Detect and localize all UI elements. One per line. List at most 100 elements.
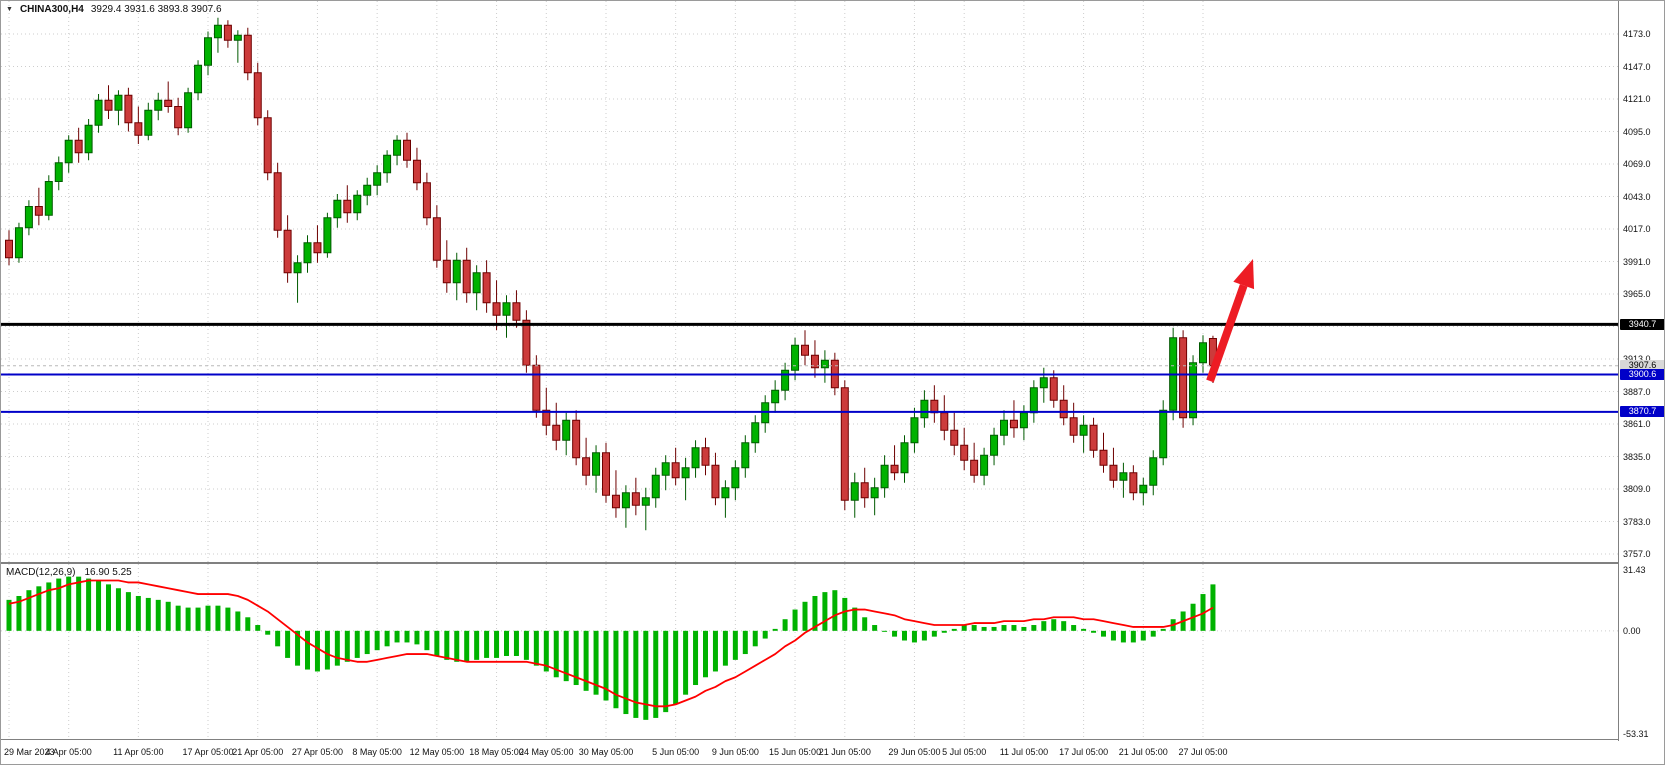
candle	[741, 435, 750, 478]
symbol-timeframe-label: CHINA300,H4	[19, 4, 84, 15]
candle	[1000, 410, 1008, 446]
candle	[243, 27, 252, 81]
candle	[492, 280, 501, 331]
candle	[751, 415, 760, 453]
macd-signal-line	[8, 579, 1214, 708]
candle	[880, 455, 889, 498]
price-tick-label: 3783.0	[1623, 516, 1651, 527]
price-tick-label: 3809.0	[1623, 484, 1651, 494]
candle	[1109, 447, 1118, 488]
candle	[960, 427, 969, 471]
candle	[592, 445, 601, 493]
macd-header: MACD(12,26,9) 16.90 5.25	[6, 567, 132, 578]
time-tick-label: 12 May 05:00	[409, 747, 465, 757]
candle	[323, 212, 332, 258]
candle	[283, 215, 292, 283]
time-tick-label: 8 May 05:00	[352, 747, 402, 757]
candle	[1079, 415, 1088, 453]
time-tick-label: 9 Jun 05:00	[711, 747, 759, 757]
candle	[94, 94, 103, 133]
price-tick-label: 3913.0	[1623, 354, 1651, 364]
price-grid	[1, 1, 1618, 562]
candle	[293, 255, 302, 303]
time-tick-label: 27 Jul 05:00	[1178, 747, 1228, 757]
price-chart-canvas[interactable]	[1, 1, 1618, 562]
macd-histogram	[6, 576, 1216, 720]
candle	[14, 222, 23, 263]
time-axis[interactable]: 29 Mar 2023 4 Apr 05:00 11 Apr 05:00 17 Apr…	[1, 741, 1664, 764]
price-tick-label: 4043.0	[1623, 191, 1651, 202]
candle	[980, 447, 989, 486]
candle	[204, 31, 212, 76]
candle	[44, 175, 53, 221]
symbol-dropdown-icon[interactable]: ▼	[6, 6, 13, 13]
candle	[273, 162, 282, 238]
time-tick-label: 15 Jun 05:00	[769, 747, 822, 757]
candlestick-series	[5, 17, 1217, 531]
candle	[164, 81, 173, 113]
candle	[781, 362, 790, 401]
macd-pane[interactable]: MACD(12,26,9) 16.90 5.25	[1, 564, 1618, 740]
candle	[24, 200, 33, 236]
candle	[54, 156, 63, 191]
candle	[621, 485, 630, 528]
trend-arrow[interactable]	[1206, 259, 1255, 383]
candle	[213, 17, 222, 53]
candle	[422, 172, 431, 226]
candle	[1029, 380, 1038, 423]
candle	[791, 337, 800, 381]
candle	[313, 225, 322, 263]
candle	[482, 260, 491, 313]
candle	[602, 442, 610, 503]
candle	[1039, 367, 1048, 403]
candle	[303, 235, 312, 273]
candle	[920, 390, 929, 428]
candle	[184, 87, 193, 133]
candle	[552, 402, 561, 451]
candle	[383, 150, 392, 183]
candle	[970, 442, 979, 483]
candle	[1059, 385, 1068, 426]
time-tick-label: 29 Jun 05:00	[888, 747, 941, 757]
price-badge-resistance: 3940.7	[1620, 318, 1664, 330]
time-tick-label: 29 Mar 2023	[4, 747, 55, 757]
bid-price-badge: 3907.6	[1620, 360, 1664, 372]
candle	[104, 85, 113, 119]
candle	[681, 457, 690, 501]
time-tick-label: 5 Jul 05:00	[942, 747, 987, 757]
candle	[1139, 477, 1148, 506]
candle	[134, 106, 143, 144]
candle	[263, 110, 272, 181]
candle	[462, 247, 471, 303]
candle	[432, 205, 441, 268]
candle	[522, 310, 531, 373]
candle	[144, 102, 153, 141]
time-tick-label: 30 May 05:00	[578, 747, 634, 757]
time-tick-label: 21 Jun 05:00	[818, 747, 871, 757]
candle	[711, 452, 720, 506]
candle	[1089, 417, 1098, 458]
price-tick-label: 4121.0	[1623, 94, 1651, 104]
candle	[562, 412, 571, 456]
candle	[64, 135, 73, 173]
candle	[403, 132, 411, 168]
candle	[532, 355, 541, 418]
candle	[611, 470, 620, 518]
candle	[731, 460, 740, 501]
candle	[472, 265, 481, 311]
candle	[701, 437, 710, 476]
macd-canvas[interactable]	[1, 564, 1618, 739]
candle	[691, 440, 700, 478]
price-tick-label: 3757.0	[1623, 549, 1651, 559]
candle	[1179, 330, 1188, 428]
candle	[233, 30, 242, 63]
macd-grid	[1, 564, 1618, 739]
price-pane[interactable]: ▼ CHINA300,H4 3929.4 3931.6 3893.8 3907.…	[1, 1, 1618, 564]
candle	[900, 435, 909, 483]
candle	[801, 330, 809, 366]
candle	[1159, 400, 1168, 466]
time-tick-label: 21 Apr 05:00	[232, 747, 284, 757]
price-badge-support-lower: 3870.7	[1620, 406, 1664, 418]
price-axis[interactable]: 4173.0 4147.0 4121.0 4095.0 4069.0 4043.0 4017…	[1618, 1, 1664, 741]
